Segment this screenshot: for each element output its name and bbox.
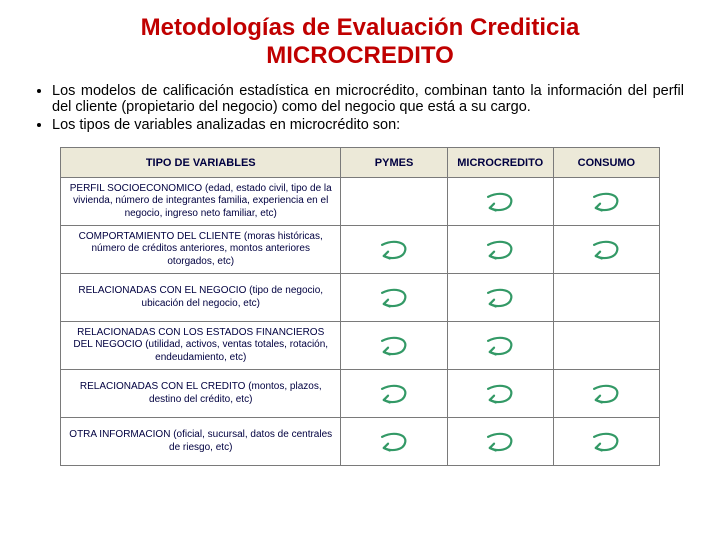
curved-arrow-icon bbox=[483, 429, 517, 455]
bullet-list: Los modelos de calificación estadística … bbox=[32, 83, 684, 133]
mark-cell bbox=[447, 274, 553, 322]
mark-cell bbox=[447, 370, 553, 418]
mark-cell bbox=[447, 322, 553, 370]
title-line2: MICROCREDITO bbox=[266, 42, 454, 69]
curved-arrow-icon bbox=[483, 285, 517, 311]
mark-cell bbox=[553, 178, 659, 226]
mark-cell bbox=[341, 418, 447, 466]
mark-cell bbox=[341, 370, 447, 418]
mark-cell bbox=[341, 322, 447, 370]
row-label: COMPORTAMIENTO DEL CLIENTE (moras histór… bbox=[61, 226, 341, 274]
row-label: RELACIONADAS CON EL NEGOCIO (tipo de neg… bbox=[61, 274, 341, 322]
curved-arrow-icon bbox=[377, 381, 411, 407]
curved-arrow-icon bbox=[483, 333, 517, 359]
bullet-item: Los tipos de variables analizadas en mic… bbox=[52, 117, 684, 133]
curved-arrow-icon bbox=[483, 189, 517, 215]
curved-arrow-icon bbox=[377, 237, 411, 263]
curved-arrow-icon bbox=[589, 189, 623, 215]
mark-cell bbox=[341, 178, 447, 226]
mark-cell bbox=[341, 274, 447, 322]
table-row: RELACIONADAS CON EL CREDITO (montos, pla… bbox=[61, 370, 660, 418]
mark-cell bbox=[447, 226, 553, 274]
row-label: PERFIL SOCIOECONOMICO (edad, estado civi… bbox=[61, 178, 341, 226]
row-label: RELACIONADAS CON LOS ESTADOS FINANCIEROS… bbox=[61, 322, 341, 370]
table-body: PERFIL SOCIOECONOMICO (edad, estado civi… bbox=[61, 178, 660, 466]
bullet-item: Los modelos de calificación estadística … bbox=[52, 83, 684, 115]
mark-cell bbox=[553, 322, 659, 370]
curved-arrow-icon bbox=[377, 333, 411, 359]
mark-cell bbox=[553, 370, 659, 418]
curved-arrow-icon bbox=[589, 429, 623, 455]
mark-cell bbox=[553, 274, 659, 322]
col-header: TIPO DE VARIABLES bbox=[61, 148, 341, 178]
table-row: RELACIONADAS CON EL NEGOCIO (tipo de neg… bbox=[61, 274, 660, 322]
mark-cell bbox=[447, 178, 553, 226]
table-header-row: TIPO DE VARIABLES PYMES MICROCREDITO CON… bbox=[61, 148, 660, 178]
curved-arrow-icon bbox=[377, 285, 411, 311]
curved-arrow-icon bbox=[589, 381, 623, 407]
slide: Metodologías de Evaluación Crediticia MI… bbox=[0, 0, 720, 484]
table-row: PERFIL SOCIOECONOMICO (edad, estado civi… bbox=[61, 178, 660, 226]
mark-cell bbox=[447, 418, 553, 466]
slide-title: Metodologías de Evaluación Crediticia MI… bbox=[28, 14, 692, 69]
table-row: COMPORTAMIENTO DEL CLIENTE (moras histór… bbox=[61, 226, 660, 274]
table-container: TIPO DE VARIABLES PYMES MICROCREDITO CON… bbox=[28, 147, 692, 466]
curved-arrow-icon bbox=[589, 237, 623, 263]
row-label: OTRA INFORMACION (oficial, sucursal, dat… bbox=[61, 418, 341, 466]
curved-arrow-icon bbox=[483, 237, 517, 263]
table-row: RELACIONADAS CON LOS ESTADOS FINANCIEROS… bbox=[61, 322, 660, 370]
curved-arrow-icon bbox=[483, 381, 517, 407]
table-row: OTRA INFORMACION (oficial, sucursal, dat… bbox=[61, 418, 660, 466]
title-line1: Metodologías de Evaluación Crediticia bbox=[141, 14, 580, 41]
mark-cell bbox=[553, 226, 659, 274]
mark-cell bbox=[553, 418, 659, 466]
row-label: RELACIONADAS CON EL CREDITO (montos, pla… bbox=[61, 370, 341, 418]
curved-arrow-icon bbox=[377, 429, 411, 455]
variables-table: TIPO DE VARIABLES PYMES MICROCREDITO CON… bbox=[60, 147, 660, 466]
col-header: MICROCREDITO bbox=[447, 148, 553, 178]
mark-cell bbox=[341, 226, 447, 274]
col-header: PYMES bbox=[341, 148, 447, 178]
col-header: CONSUMO bbox=[553, 148, 659, 178]
